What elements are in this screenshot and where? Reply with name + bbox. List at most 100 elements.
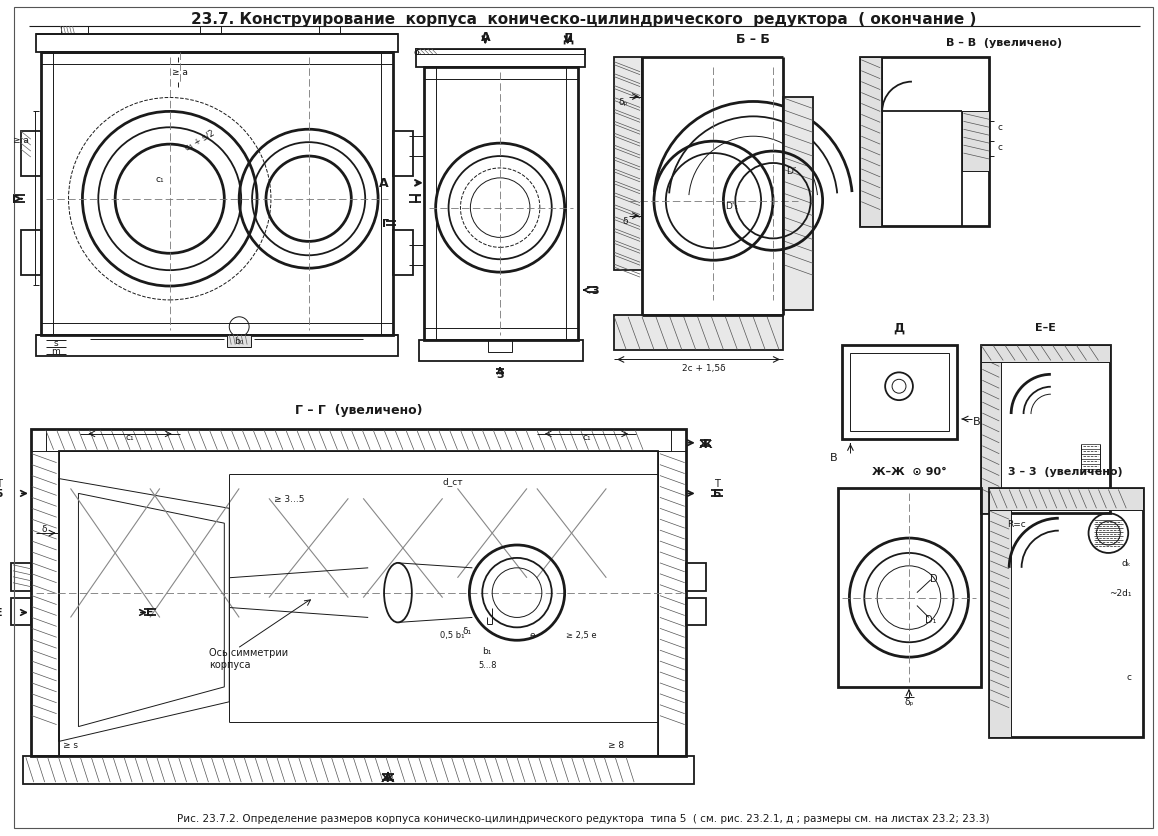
Text: 0,5 b₁: 0,5 b₁ bbox=[440, 630, 464, 639]
Bar bbox=[860, 58, 882, 227]
Text: Д: Д bbox=[894, 321, 904, 334]
Text: c: c bbox=[997, 142, 1003, 151]
Text: D'₁: D'₁ bbox=[725, 202, 738, 211]
Text: T: T bbox=[0, 479, 2, 489]
Bar bbox=[59, 451, 658, 757]
Text: ≥ a: ≥ a bbox=[13, 135, 29, 145]
Text: Г – Г  (увеличено): Г – Г (увеличено) bbox=[294, 403, 422, 416]
Text: c₁: c₁ bbox=[155, 176, 164, 184]
Text: c₁: c₁ bbox=[582, 433, 591, 441]
Text: Е: Е bbox=[146, 608, 154, 618]
Bar bbox=[614, 315, 783, 350]
Text: Г: Г bbox=[703, 438, 709, 448]
Text: ≥ 3...5: ≥ 3...5 bbox=[273, 494, 305, 503]
Bar bbox=[41, 53, 393, 335]
Text: δₚ: δₚ bbox=[904, 697, 914, 706]
Bar bbox=[860, 58, 989, 227]
Bar bbox=[419, 340, 582, 362]
Text: Ж–Ж  ⊙ 90°: Ж–Ж ⊙ 90° bbox=[872, 466, 946, 476]
Bar bbox=[36, 335, 398, 357]
Bar bbox=[31, 430, 686, 757]
Bar bbox=[31, 451, 59, 757]
Bar bbox=[989, 489, 1143, 511]
Text: D₁: D₁ bbox=[925, 614, 937, 624]
Text: δ: δ bbox=[42, 524, 47, 533]
Bar bbox=[199, 27, 221, 35]
Text: B: B bbox=[973, 416, 980, 426]
Bar bbox=[989, 489, 1143, 737]
Text: Е: Е bbox=[0, 608, 2, 618]
Text: c₁ + s/2: c₁ + s/2 bbox=[183, 128, 215, 152]
Text: А: А bbox=[380, 177, 389, 190]
Text: δ: δ bbox=[413, 48, 419, 58]
Text: Б: Б bbox=[0, 489, 3, 499]
Text: 2c + 1,5δ: 2c + 1,5δ bbox=[682, 364, 725, 373]
Text: c: c bbox=[997, 123, 1003, 131]
Bar bbox=[10, 598, 31, 625]
Bar bbox=[227, 335, 251, 347]
Bar bbox=[961, 112, 989, 171]
Text: c: c bbox=[1127, 673, 1131, 681]
Bar bbox=[424, 68, 578, 340]
Text: B: B bbox=[830, 452, 837, 462]
Text: Б: Б bbox=[713, 489, 721, 499]
Bar bbox=[658, 451, 686, 757]
Text: Ж: Ж bbox=[381, 773, 395, 783]
Bar bbox=[36, 35, 398, 53]
Text: Рис. 23.7.2. Определение размеров корпуса коническо-цилиндрического редуктора  т: Рис. 23.7.2. Определение размеров корпус… bbox=[177, 813, 990, 823]
Text: 5...8: 5...8 bbox=[478, 660, 497, 669]
Text: Г: Г bbox=[13, 195, 20, 205]
Text: ~2d₁: ~2d₁ bbox=[1108, 589, 1131, 598]
Text: 3: 3 bbox=[497, 370, 504, 380]
Text: ≥ a: ≥ a bbox=[171, 68, 188, 77]
Bar bbox=[393, 132, 413, 176]
Bar bbox=[989, 489, 1011, 737]
Text: b₁: b₁ bbox=[483, 646, 492, 655]
Bar bbox=[843, 345, 957, 439]
Bar bbox=[850, 353, 948, 431]
Text: Г: Г bbox=[382, 218, 389, 228]
Text: ≥ 2,5 e: ≥ 2,5 e bbox=[566, 630, 596, 639]
Text: ≥ 8: ≥ 8 bbox=[608, 740, 624, 749]
Bar bbox=[489, 340, 512, 352]
Text: D″: D″ bbox=[786, 167, 796, 176]
Text: R=c: R=c bbox=[1007, 519, 1026, 528]
Bar bbox=[23, 757, 694, 784]
Text: c₁: c₁ bbox=[126, 433, 134, 441]
Text: В – В  (увеличено): В – В (увеличено) bbox=[946, 38, 1062, 48]
Bar bbox=[981, 345, 1111, 363]
Text: 3 – 3  (увеличено): 3 – 3 (увеличено) bbox=[1009, 466, 1123, 476]
Bar bbox=[45, 430, 670, 451]
Bar bbox=[393, 232, 413, 276]
Text: D: D bbox=[930, 573, 938, 583]
Bar bbox=[60, 27, 88, 35]
Text: e: e bbox=[529, 630, 535, 639]
Bar bbox=[981, 345, 1002, 513]
Text: ≥ s: ≥ s bbox=[63, 740, 78, 749]
Text: 23.7. Конструирование  корпуса  коническо-цилиндрического  редуктора  ( окончани: 23.7. Конструирование корпуса коническо-… bbox=[191, 12, 976, 27]
Text: 3: 3 bbox=[592, 286, 599, 296]
Bar bbox=[416, 50, 586, 68]
Text: δ: δ bbox=[623, 217, 628, 226]
Text: s: s bbox=[53, 339, 58, 348]
Text: d_ст: d_ст bbox=[442, 477, 463, 486]
Text: b₀: b₀ bbox=[235, 337, 244, 346]
Bar bbox=[686, 563, 705, 591]
Text: m: m bbox=[51, 347, 60, 355]
Text: Д: Д bbox=[562, 32, 573, 44]
Bar bbox=[318, 27, 340, 35]
Bar bbox=[783, 98, 813, 310]
Text: Ж: Ж bbox=[698, 439, 712, 449]
Bar bbox=[837, 489, 981, 687]
Text: T: T bbox=[714, 479, 720, 489]
Text: Б – Б: Б – Б bbox=[736, 33, 770, 47]
Bar bbox=[614, 58, 642, 271]
Text: dₖ: dₖ bbox=[1122, 558, 1131, 568]
Text: δₚ: δₚ bbox=[618, 98, 628, 107]
Text: δ₁: δ₁ bbox=[463, 626, 472, 635]
Bar bbox=[416, 50, 586, 55]
Bar bbox=[686, 598, 705, 625]
Bar bbox=[21, 232, 41, 276]
Bar bbox=[10, 563, 31, 591]
Text: А: А bbox=[481, 32, 490, 44]
